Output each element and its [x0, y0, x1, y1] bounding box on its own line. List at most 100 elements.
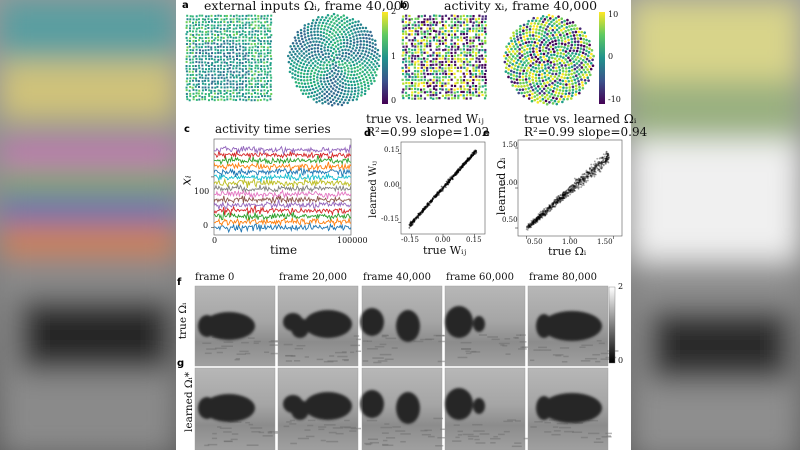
activity-disk-unit	[524, 87, 528, 91]
activity-grid-cell	[453, 14, 456, 17]
activity-grid-cell	[450, 20, 453, 24]
input-grid-cell	[266, 54, 269, 57]
activity-disk-unit	[528, 93, 531, 97]
omega-point	[580, 181, 582, 184]
activity-disk-unit	[521, 57, 525, 61]
activity-grid-cell	[413, 36, 416, 39]
activity-grid-cell	[459, 64, 462, 67]
omega-point	[593, 175, 596, 178]
omega-point	[537, 216, 540, 219]
omega-point	[555, 199, 558, 202]
omega-point	[541, 212, 544, 215]
omega-point	[556, 201, 559, 204]
activity-disk-unit	[536, 53, 540, 57]
activity-disk-unit	[554, 72, 558, 76]
omega-point	[540, 214, 543, 217]
activity-grid-cell	[413, 97, 417, 100]
frame-label-60000: frame 60,000	[446, 272, 515, 283]
activity-grid-cell	[444, 20, 448, 23]
input-disk-unit	[316, 47, 320, 50]
input-disk-unit	[317, 43, 320, 47]
omega-point	[594, 166, 597, 169]
omega-point	[583, 175, 585, 178]
input-grid-cell	[195, 60, 198, 63]
activity-disk-unit	[542, 60, 546, 64]
input-grid-cell	[194, 36, 197, 39]
bison-body	[445, 388, 473, 420]
input-grid-cell	[229, 76, 232, 79]
omega-point	[550, 206, 553, 209]
activity-disk-unit	[587, 70, 591, 74]
input-grid-cell	[216, 96, 219, 99]
omega-point	[594, 166, 597, 169]
omega-point	[568, 186, 571, 188]
input-disk-unit	[350, 70, 353, 74]
omega-point	[580, 183, 583, 186]
input-grid-cell	[250, 68, 253, 71]
activity-disk-unit	[573, 71, 576, 75]
grass-texture	[246, 444, 259, 446]
omega-point	[542, 213, 545, 216]
omega-point	[593, 167, 596, 169]
cbar-a-mid: 1	[391, 52, 397, 61]
omega-point	[562, 194, 565, 197]
input-grid-cell	[232, 33, 235, 36]
omega-point	[531, 221, 534, 223]
omega-point	[590, 169, 593, 171]
input-grid-cell	[229, 80, 232, 83]
omega-point	[589, 172, 591, 174]
omega-point	[542, 212, 544, 215]
activity-disk-unit	[538, 46, 542, 50]
omega-point	[541, 213, 543, 215]
activity-disk-unit	[571, 91, 575, 95]
input-grid-cell	[251, 30, 254, 33]
omega-point	[577, 183, 580, 186]
omega-point	[560, 194, 563, 196]
activity-grid-cell	[420, 75, 423, 79]
activity-grid-cell	[475, 51, 478, 55]
input-grid-cell	[204, 93, 207, 96]
input-disk-unit	[343, 89, 347, 93]
activity-disk-unit	[581, 58, 585, 62]
activity-grid-cell	[469, 20, 472, 23]
input-grid-cell	[229, 70, 232, 73]
activity-grid-cell	[416, 30, 420, 33]
omega-point	[593, 170, 596, 172]
omega-point	[537, 218, 540, 220]
activity-disk-unit	[553, 50, 556, 54]
input-disk-unit	[328, 23, 331, 26]
omega-point	[537, 216, 539, 218]
input-grid-cell	[217, 51, 220, 54]
input-grid-cell	[222, 36, 225, 39]
activity-grid-cell	[435, 45, 439, 48]
activity-disk-unit	[518, 62, 521, 66]
activity-grid-cell	[407, 66, 411, 70]
input-disk-unit	[296, 44, 300, 48]
activity-disk-unit	[545, 89, 548, 93]
omega-point	[541, 215, 544, 217]
activity-grid-cell	[447, 54, 450, 58]
input-disk-unit	[347, 56, 350, 59]
activity-disk-unit	[551, 33, 555, 37]
omega-point	[591, 172, 594, 175]
omega-point	[562, 197, 565, 200]
input-disk-unit	[334, 68, 337, 72]
activity-disk-unit	[565, 22, 569, 25]
input-disk-unit	[361, 66, 365, 69]
omega-point	[559, 197, 561, 200]
bison-body	[445, 306, 473, 338]
omega-point	[538, 217, 541, 220]
omega-point	[605, 160, 608, 163]
activity-grid-cell	[438, 48, 441, 51]
activity-grid-cell	[447, 49, 450, 52]
activity-grid-cell	[475, 20, 478, 23]
activity-disk-unit	[551, 90, 555, 93]
input-grid-cell	[260, 33, 263, 36]
omega-point	[545, 212, 548, 214]
input-grid-cell	[229, 64, 232, 67]
input-grid-cell	[251, 18, 254, 21]
activity-grid-cell	[484, 94, 488, 97]
grass-texture	[332, 427, 344, 429]
activity-disk-unit	[580, 81, 584, 84]
omega-point	[556, 199, 559, 202]
